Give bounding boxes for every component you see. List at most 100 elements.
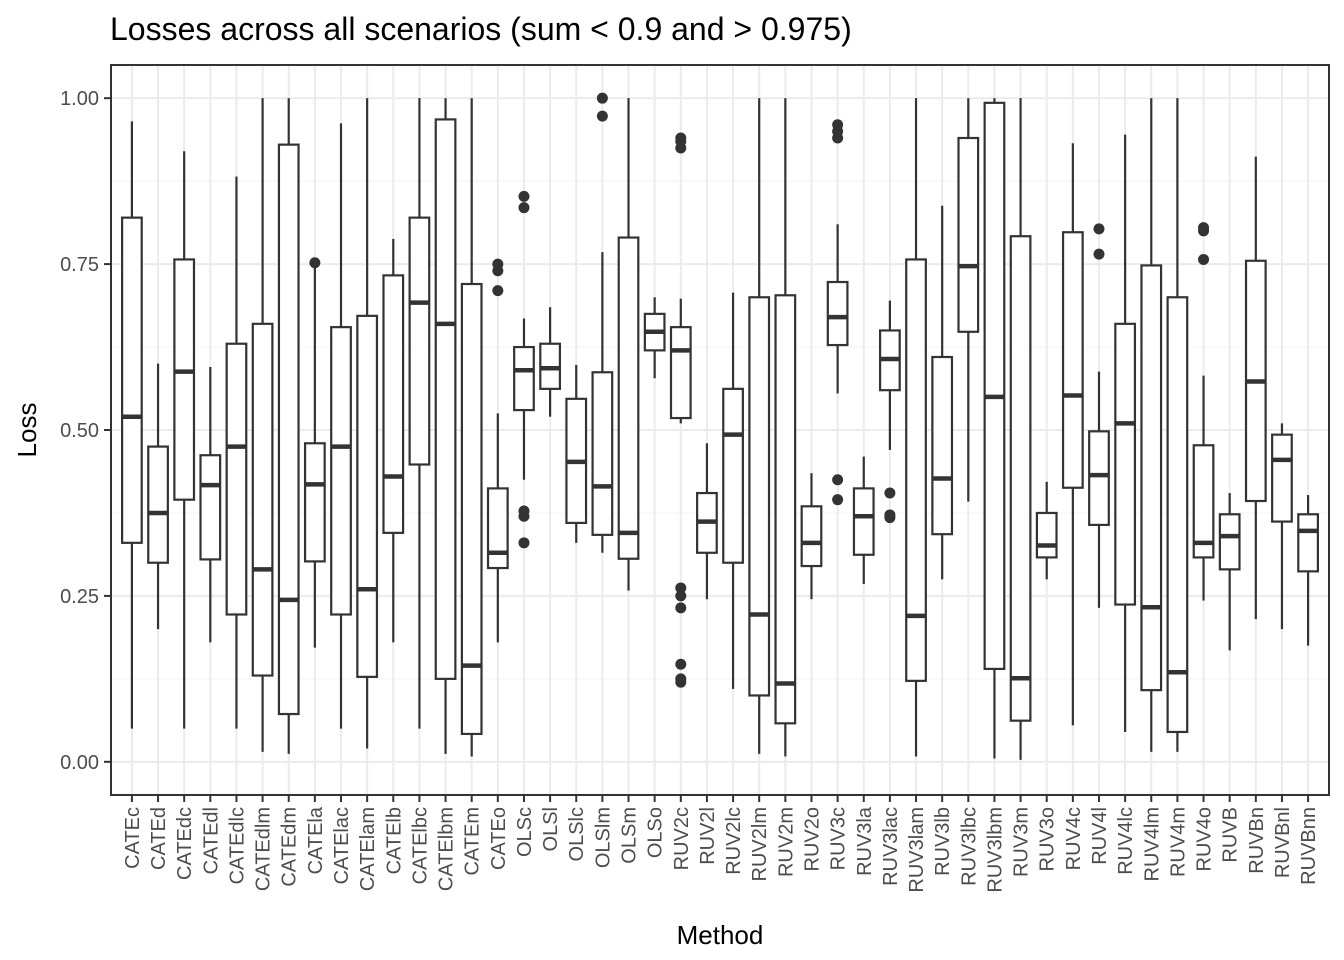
x-tick-label: CATEc — [122, 807, 144, 869]
iqr-box — [931, 355, 954, 536]
x-tick-label: RUV3lam — [906, 807, 928, 893]
outlier-point — [1198, 222, 1210, 234]
outlier-point — [675, 132, 687, 144]
box-RUV3lam — [905, 98, 927, 757]
iqr-box — [1009, 235, 1032, 722]
iqr-box — [1218, 513, 1241, 571]
box-RUV4c — [1061, 143, 1084, 726]
x-tick-label: RUV2lc — [723, 807, 745, 875]
iqr-box — [147, 445, 169, 564]
box-OLSl — [539, 307, 562, 417]
boxes — [121, 92, 1319, 760]
iqr-box — [1271, 433, 1293, 523]
box-RUV4o — [1192, 222, 1215, 601]
outlier-point — [596, 110, 608, 122]
box-RUV2c — [669, 132, 692, 688]
x-tick-label: RUV3lac — [880, 807, 902, 886]
box-RUV3lbc — [957, 98, 980, 502]
outlier-point — [1093, 223, 1105, 235]
outlier-point — [1198, 253, 1210, 265]
y-axis-title: Loss — [12, 403, 42, 458]
x-tick-label: CATEm — [462, 807, 484, 876]
x-tick-label: OLSm — [619, 807, 641, 864]
x-tick-label: CATEla — [305, 806, 327, 874]
iqr-box — [983, 101, 1006, 671]
x-tick-label: CATElbc — [409, 807, 431, 884]
box-CATEm — [460, 98, 483, 757]
iqr-box — [408, 216, 431, 466]
box-RUV3c — [826, 119, 849, 506]
box-RUV4l — [1088, 223, 1110, 608]
iqr-box — [774, 294, 797, 725]
iqr-box — [591, 371, 614, 536]
iqr-box — [1192, 444, 1215, 559]
x-tick-label: CATElbm — [436, 807, 458, 891]
iqr-box — [121, 216, 143, 544]
box-OLSo — [643, 297, 666, 379]
x-tick-label: RUV4lm — [1141, 807, 1163, 881]
box-CATEo — [486, 258, 509, 643]
x-tick-label: RUVB — [1220, 807, 1242, 863]
x-tick-label: CATEd — [148, 807, 170, 870]
iqr-box — [251, 322, 274, 677]
x-tick-label: OLSlm — [592, 807, 614, 868]
iqr-box — [1061, 231, 1084, 489]
x-tick-label: RUV3lbm — [984, 807, 1006, 893]
box-RUV3lac — [878, 300, 901, 524]
x-tick-label: RUV4lc — [1115, 807, 1137, 875]
outlier-point — [492, 258, 504, 270]
outlier-point — [518, 202, 530, 214]
iqr-box — [173, 258, 196, 501]
box-RUVBnl — [1271, 423, 1293, 630]
outlier-point — [518, 505, 530, 517]
box-RUV3lb — [931, 205, 954, 580]
x-tick-label: RUV4l — [1089, 807, 1111, 865]
box-CATEdlc — [225, 176, 248, 729]
x-tick-label: OLSlc — [566, 807, 588, 861]
iqr-box — [382, 274, 405, 534]
iqr-box — [852, 487, 875, 556]
y-tick-label: 0.75 — [60, 254, 99, 276]
iqr-box — [486, 487, 509, 570]
box-RUV4lm — [1140, 98, 1163, 752]
outlier-point — [675, 582, 687, 594]
outlier-point — [675, 673, 687, 685]
box-RUV3la — [852, 456, 875, 584]
x-tick-label: CATEdlc — [226, 807, 248, 884]
x-tick-label: RUVBnl — [1272, 807, 1294, 878]
iqr-box — [1114, 322, 1137, 606]
y-tick-label: 1.00 — [60, 88, 99, 110]
iqr-box — [748, 296, 771, 697]
x-tick-label: RUV3c — [828, 807, 850, 870]
box-CATEdlm — [251, 98, 274, 752]
box-RUV4lc — [1114, 134, 1137, 732]
box-OLSlc — [565, 364, 588, 543]
iqr-box — [800, 505, 823, 568]
outlier-point — [832, 494, 844, 506]
iqr-box — [434, 118, 457, 680]
x-tick-label: CATElac — [331, 807, 353, 884]
box-RUV2o — [800, 473, 823, 600]
outlier-point — [675, 658, 687, 670]
box-RUV3o — [1035, 481, 1058, 580]
box-RUV2lm — [748, 98, 771, 754]
x-tick-label: RUV2lm — [749, 807, 771, 881]
iqr-box — [905, 258, 927, 682]
x-tick-label: RUV2m — [775, 807, 797, 877]
box-OLSc — [513, 190, 535, 549]
box-RUV3m — [1009, 98, 1032, 760]
y-tick-label: 0.50 — [60, 420, 99, 442]
x-tick-label: RUV2l — [697, 807, 719, 865]
iqr-box — [460, 282, 483, 736]
y-axis: 0.00 0.25 0.50 0.75 1.00 — [60, 88, 111, 774]
iqr-box — [330, 326, 352, 616]
outlier-point — [596, 92, 608, 104]
outlier-point — [675, 602, 687, 614]
iqr-box — [826, 280, 849, 347]
x-tick-label: RUV2o — [801, 807, 823, 871]
x-tick-label: RUV3o — [1037, 807, 1059, 871]
outlier-point — [884, 509, 896, 521]
x-tick-label: RUVBn — [1246, 807, 1268, 874]
box-RUV4m — [1166, 98, 1189, 752]
box-OLSm — [617, 98, 640, 591]
